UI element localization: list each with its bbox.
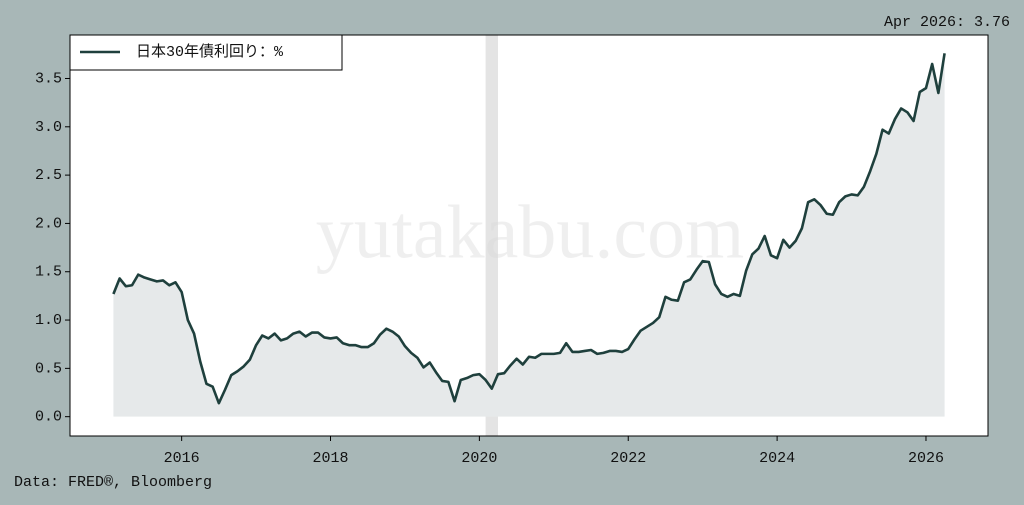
legend-label: 日本30年債利回り：% (136, 43, 284, 61)
plot-frame (69, 34, 989, 437)
x-tick-label: 2018 (313, 450, 349, 467)
watermark: yutakabu.com (316, 190, 744, 274)
y-tick-label: 2.0 (35, 215, 62, 232)
x-tick-label: 2022 (610, 450, 646, 467)
y-tick-label: 0.5 (35, 360, 62, 377)
source: Data: FRED®, Bloomberg (14, 474, 212, 491)
y-tick-label: 1.5 (35, 264, 62, 281)
line (112, 53, 946, 405)
y-tick-label: 3.5 (35, 70, 62, 87)
x-tick-label: 2024 (759, 450, 795, 467)
y-tick-label: 3.0 (35, 119, 62, 136)
area (113, 53, 945, 417)
x-tick-label: 2016 (164, 450, 200, 467)
x-tick-label: 2020 (461, 450, 497, 467)
x-tick-label: 2026 (908, 450, 944, 467)
y-tick-label: 0.0 (35, 409, 62, 426)
annotation: Apr 2026: 3.76 (884, 14, 1010, 31)
y-tick-label: 2.5 (35, 167, 62, 184)
shaded-range (485, 35, 498, 436)
y-tick-label: 1.0 (35, 312, 62, 329)
